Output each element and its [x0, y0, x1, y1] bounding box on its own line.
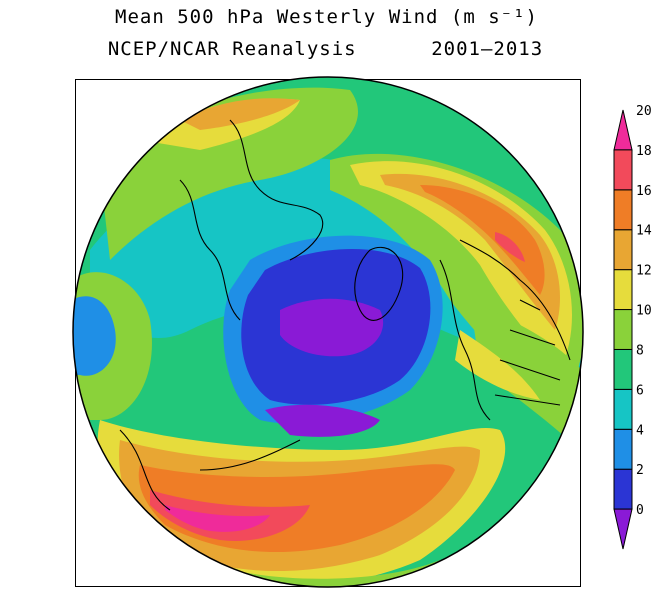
colorbar-swatch [613, 189, 633, 231]
colorbar-tick-label: 20 [636, 104, 652, 119]
colorbar-tick-label: 8 [636, 343, 644, 358]
colorbar-tick-label: 2 [636, 463, 644, 478]
colorbar-swatch [613, 149, 633, 191]
colorbar-swatch [613, 428, 633, 470]
colorbar-swatch [613, 229, 633, 271]
colorbar-top-arrow [613, 109, 633, 151]
colorbar-swatch [613, 348, 633, 390]
colorbar-tick-label: 0 [636, 503, 644, 518]
colorbar-swatch [613, 388, 633, 430]
wind-field [73, 77, 583, 587]
map-title-line1: Mean 500 hPa Westerly Wind (m s⁻¹) [115, 6, 538, 28]
colorbar-tick-label: 4 [636, 423, 644, 438]
colorbar-tick-label: 10 [636, 304, 652, 319]
colorbar-tick-label: 18 [636, 144, 652, 159]
colorbar-swatch [613, 269, 633, 311]
colorbar: 0 2 4 6 8 10 12 14 16 18 20 [613, 104, 652, 550]
colorbar-tick-label: 16 [636, 184, 652, 199]
colorbar-bottom-arrow [613, 508, 633, 550]
colorbar-tick-label: 12 [636, 264, 652, 279]
colorbar-swatch [613, 309, 633, 350]
colorbar-tick-label: 14 [636, 224, 652, 239]
colorbar-tick-label: 6 [636, 383, 644, 398]
colorbar-swatch [613, 468, 633, 510]
map-title-line2: NCEP/NCAR Reanalysis 2001–2013 [107, 38, 544, 60]
map-boundary [72, 76, 584, 588]
